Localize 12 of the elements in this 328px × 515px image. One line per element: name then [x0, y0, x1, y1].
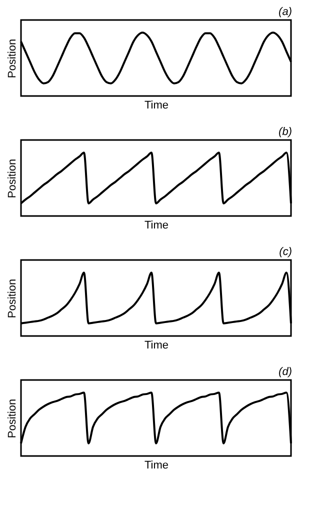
x-axis-title: Time [144, 220, 169, 232]
chart-title: (c) [279, 246, 292, 258]
x-axis-title: Time [144, 340, 169, 352]
y-axis-title: Position [6, 38, 18, 78]
y-axis-title: Position [6, 398, 18, 438]
chart-title: (a) [278, 6, 292, 18]
x-axis-title: Time [144, 100, 169, 112]
y-axis-title: Position [6, 158, 18, 198]
chart-title: (b) [278, 126, 292, 138]
y-axis-title: Position [6, 278, 18, 318]
chart-title: (d) [278, 366, 292, 378]
x-axis-title: Time [144, 460, 169, 472]
